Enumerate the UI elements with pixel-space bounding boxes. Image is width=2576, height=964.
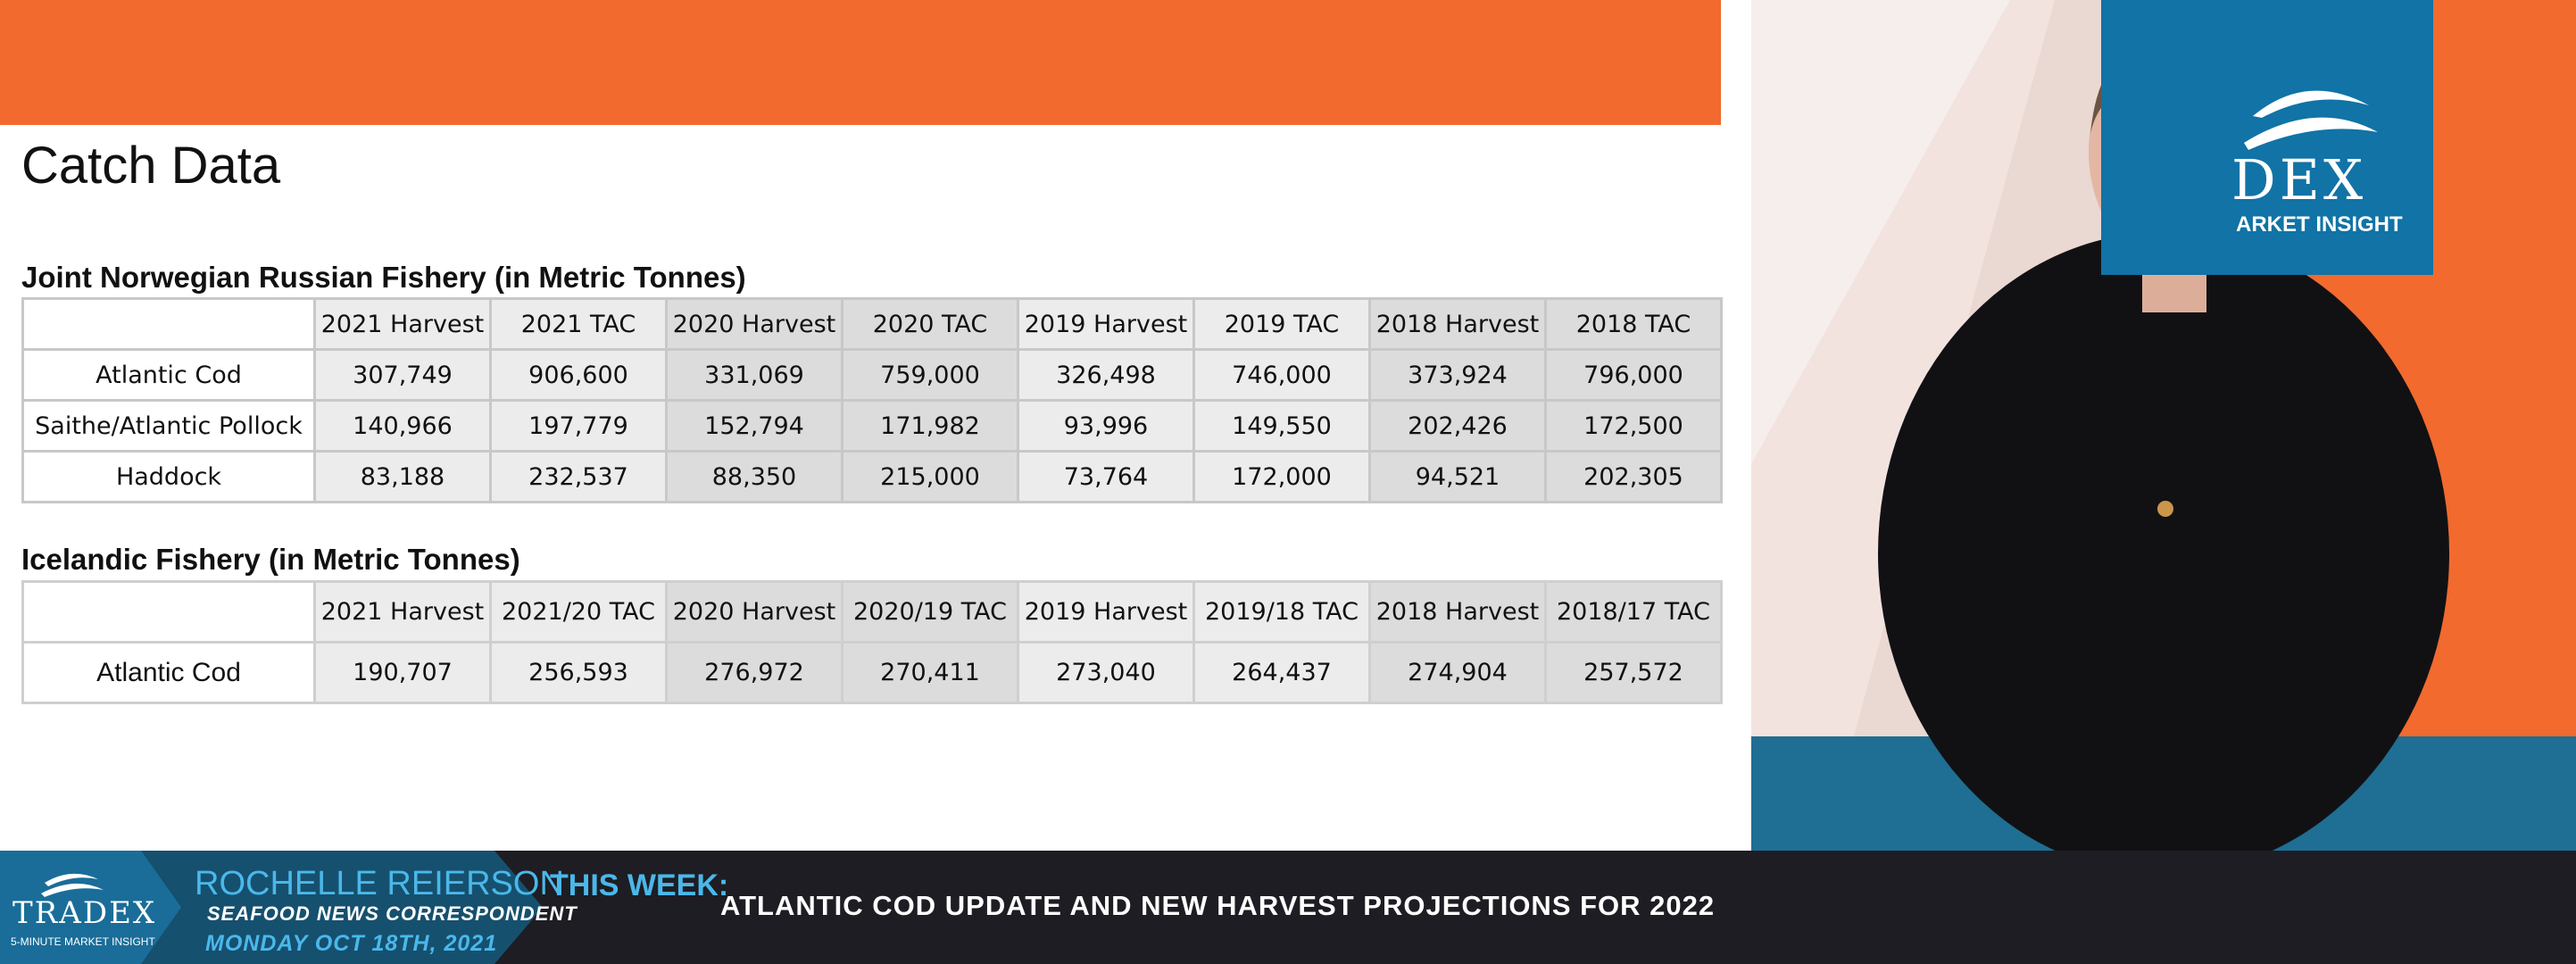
table-row: Atlantic Cod 190,707 256,593 276,972 270,411… [21, 641, 1723, 704]
row-label: Saithe/Atlantic Pollock [21, 399, 316, 453]
column-header: 2018 TAC [1544, 297, 1723, 351]
presenter-name: ROCHELLE REIERSON [195, 865, 564, 902]
table-cell: 264,437 [1192, 641, 1371, 704]
icelandic-fishery-title: Icelandic Fishery (in Metric Tonnes) [21, 543, 520, 576]
column-header: 2021 Harvest [313, 297, 492, 351]
table-cell: 83,188 [313, 450, 492, 503]
table-cell: 257,572 [1544, 641, 1723, 704]
column-header: 2019 Harvest [1017, 297, 1195, 351]
column-header: 2020 Harvest [665, 297, 843, 351]
norwegian-fishery-title: Joint Norwegian Russian Fishery (in Metr… [21, 261, 746, 294]
column-header: 2019 Harvest [1017, 580, 1195, 644]
table-cell: 274,904 [1368, 641, 1547, 704]
table-cell: 326,498 [1017, 348, 1195, 402]
broadcast-date: MONDAY OCT 18TH, 2021 [205, 931, 498, 956]
tradex-logo-box [2101, 0, 2433, 275]
lower-third-banner: TRADEX 5-MINUTE MARKET INSIGHT ROCHELLE … [0, 851, 2576, 964]
table-cell: 190,707 [313, 641, 492, 704]
table-cell: 202,426 [1368, 399, 1547, 453]
table-header-row: 2021 Harvest 2021 TAC 2020 Harvest 2020 TAC… [21, 297, 1723, 351]
table-cell: 215,000 [841, 450, 1019, 503]
table-cell: 172,000 [1192, 450, 1371, 503]
table-cell: 197,779 [489, 399, 668, 453]
presenter-name-panel [141, 851, 543, 964]
table-cell: 276,972 [665, 641, 843, 704]
column-header: 2018 Harvest [1368, 297, 1547, 351]
lower-third-logo-name: TRADEX [12, 895, 157, 931]
table-cell: 152,794 [665, 399, 843, 453]
table-cell: 171,982 [841, 399, 1019, 453]
norwegian-catch-table: 2021 Harvest 2021 TAC 2020 Harvest 2020 TAC… [21, 297, 1723, 503]
table-cell: 88,350 [665, 450, 843, 503]
table-cell: 202,305 [1544, 450, 1723, 503]
slide-title: Catch Data [21, 137, 281, 195]
fish-logo-icon [2244, 90, 2378, 150]
column-header: 2020 Harvest [665, 580, 843, 644]
table-cell: 232,537 [489, 450, 668, 503]
column-header: 2020/19 TAC [841, 580, 1019, 644]
table-cell: 172,500 [1544, 399, 1723, 453]
icelandic-catch-table: 2021 Harvest 2021/20 TAC 2020 Harvest 2020/… [21, 580, 1723, 704]
table-cell: 149,550 [1192, 399, 1371, 453]
row-label: Atlantic Cod [21, 348, 316, 402]
column-header: 2018 Harvest [1368, 580, 1547, 644]
column-header: 2019 TAC [1192, 297, 1371, 351]
table-row: Saithe/Atlantic Pollock 140,966 197,779 152… [21, 399, 1723, 453]
fish-logo-icon [41, 873, 104, 897]
lower-third-logo-subtitle: 5-MINUTE MARKET INSIGHT [11, 935, 155, 948]
top-orange-band [0, 0, 1721, 125]
table-corner-cell [21, 580, 316, 644]
column-header: 2018/17 TAC [1544, 580, 1723, 644]
table-cell: 93,996 [1017, 399, 1195, 453]
table-cell: 94,521 [1368, 450, 1547, 503]
table-cell: 256,593 [489, 641, 668, 704]
presenter-role: SEAFOOD NEWS CORRESPONDENT [207, 902, 578, 925]
logo-text: DEX [2231, 147, 2367, 212]
table-row: Haddock 83,188 232,537 88,350 215,000 73,764 1… [21, 450, 1723, 503]
table-cell: 331,069 [665, 348, 843, 402]
table-cell: 270,411 [841, 641, 1019, 704]
table-cell: 73,764 [1017, 450, 1195, 503]
column-header: 2019/18 TAC [1192, 580, 1371, 644]
table-cell: 307,749 [313, 348, 492, 402]
column-header: 2021 TAC [489, 297, 668, 351]
table-row: Atlantic Cod 307,749 906,600 331,069 759,000… [21, 348, 1723, 402]
table-cell: 373,924 [1368, 348, 1547, 402]
row-label: Haddock [21, 450, 316, 503]
column-header: 2021 Harvest [313, 580, 492, 644]
this-week-label: THIS WEEK: [550, 868, 729, 902]
table-header-row: 2021 Harvest 2021/20 TAC 2020 Harvest 2020/… [21, 580, 1723, 644]
table-cell: 796,000 [1544, 348, 1723, 402]
column-header: 2021/20 TAC [489, 580, 668, 644]
table-cell: 759,000 [841, 348, 1019, 402]
table-cell: 273,040 [1017, 641, 1195, 704]
table-cell: 140,966 [313, 399, 492, 453]
column-header: 2020 TAC [841, 297, 1019, 351]
headline: ATLANTIC COD UPDATE AND NEW HARVEST PROJ… [720, 890, 1716, 921]
table-corner-cell [21, 297, 316, 351]
logo-subtitle: ARKET INSIGHT [2236, 212, 2403, 237]
table-cell: 906,600 [489, 348, 668, 402]
row-label: Atlantic Cod [21, 641, 316, 704]
table-cell: 746,000 [1192, 348, 1371, 402]
